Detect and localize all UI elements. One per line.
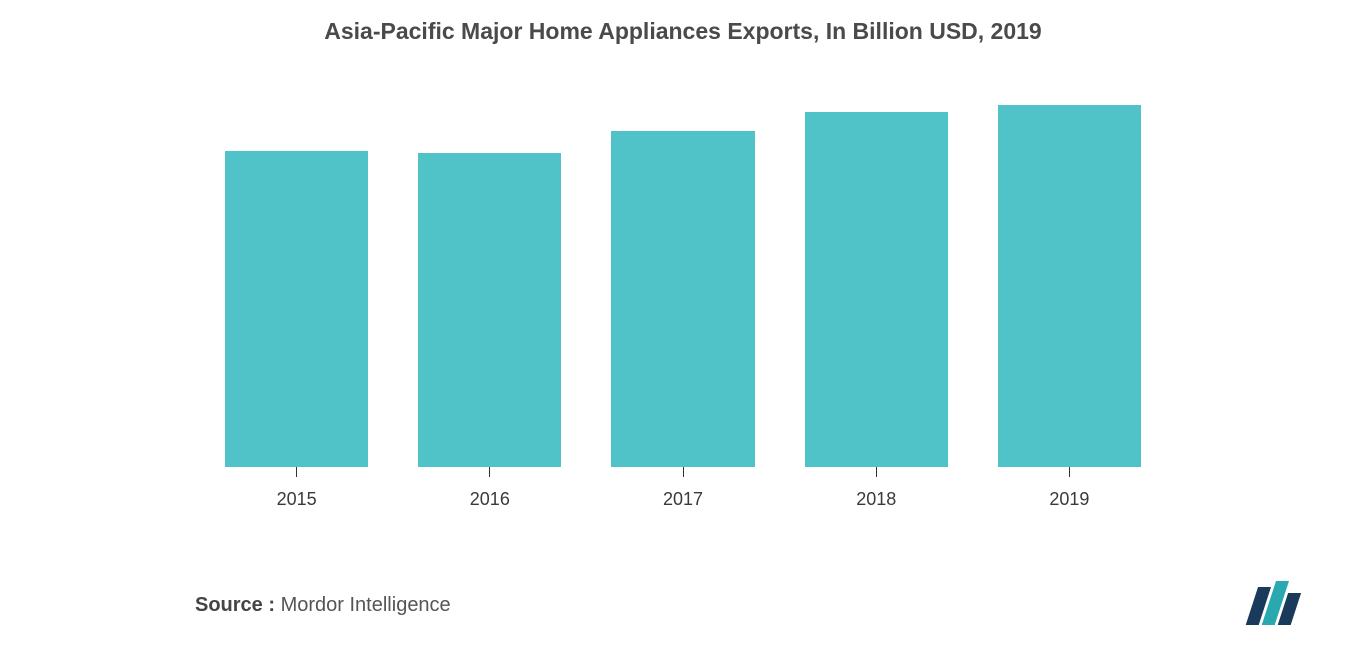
source-text: Mordor Intelligence bbox=[281, 594, 451, 616]
bar bbox=[418, 153, 561, 467]
x-tick bbox=[489, 467, 490, 477]
x-axis-label: 2019 bbox=[1049, 489, 1089, 510]
source-label: Source : bbox=[195, 594, 275, 616]
bar bbox=[805, 112, 948, 467]
source-attribution: Source : Mordor Intelligence bbox=[195, 594, 451, 617]
bar-group: 2018 bbox=[805, 112, 948, 510]
x-axis-label: 2015 bbox=[277, 489, 317, 510]
bar-chart: 2015 2016 2017 2018 2019 bbox=[200, 90, 1166, 510]
bar bbox=[225, 151, 368, 467]
x-tick bbox=[683, 467, 684, 477]
mordor-logo-icon bbox=[1238, 581, 1308, 625]
bar-group: 2015 bbox=[225, 151, 368, 510]
bar-group: 2019 bbox=[998, 105, 1141, 510]
bar bbox=[998, 105, 1141, 467]
bar-group: 2017 bbox=[611, 131, 754, 510]
x-tick bbox=[1069, 467, 1070, 477]
bar bbox=[611, 131, 754, 467]
x-tick bbox=[296, 467, 297, 477]
x-axis-label: 2016 bbox=[470, 489, 510, 510]
x-axis-label: 2017 bbox=[663, 489, 703, 510]
brand-logo bbox=[1238, 581, 1308, 625]
bar-group: 2016 bbox=[418, 153, 561, 510]
x-tick bbox=[876, 467, 877, 477]
x-axis-label: 2018 bbox=[856, 489, 896, 510]
chart-title: Asia-Pacific Major Home Appliances Expor… bbox=[0, 0, 1366, 45]
